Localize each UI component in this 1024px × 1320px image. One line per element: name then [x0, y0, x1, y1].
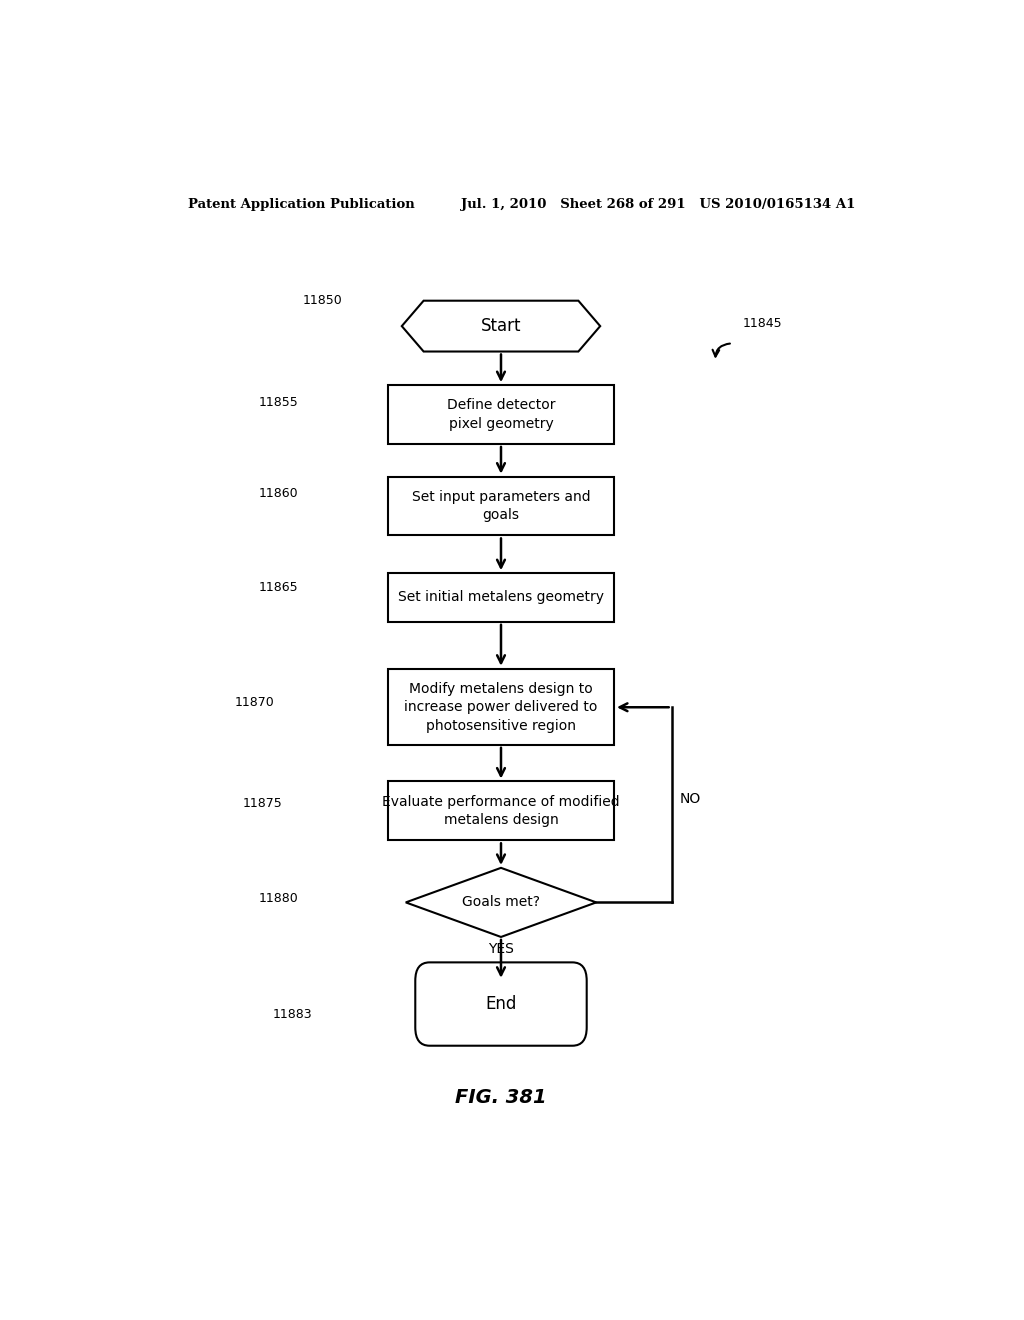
Text: 11870: 11870 — [236, 696, 274, 709]
Text: Start: Start — [480, 317, 521, 335]
FancyBboxPatch shape — [388, 781, 614, 841]
Text: Set initial metalens geometry: Set initial metalens geometry — [398, 590, 604, 605]
FancyBboxPatch shape — [416, 962, 587, 1045]
FancyBboxPatch shape — [388, 573, 614, 622]
FancyBboxPatch shape — [388, 477, 614, 536]
Text: 11865: 11865 — [259, 581, 299, 594]
Text: 11880: 11880 — [259, 892, 299, 904]
Text: 11855: 11855 — [259, 396, 299, 409]
Text: 11875: 11875 — [243, 797, 283, 810]
Polygon shape — [401, 301, 600, 351]
Text: Patent Application Publication: Patent Application Publication — [187, 198, 415, 211]
Text: Define detector
pixel geometry: Define detector pixel geometry — [446, 399, 555, 430]
Polygon shape — [406, 867, 596, 937]
Text: Evaluate performance of modified
metalens design: Evaluate performance of modified metalen… — [382, 795, 620, 828]
Text: NO: NO — [680, 792, 700, 805]
Text: 11850: 11850 — [302, 294, 342, 308]
Text: Jul. 1, 2010   Sheet 268 of 291   US 2010/0165134 A1: Jul. 1, 2010 Sheet 268 of 291 US 2010/01… — [461, 198, 856, 211]
FancyBboxPatch shape — [388, 385, 614, 444]
Text: Modify metalens design to
increase power delivered to
photosensitive region: Modify metalens design to increase power… — [404, 682, 598, 733]
Text: End: End — [485, 995, 517, 1012]
FancyBboxPatch shape — [388, 669, 614, 746]
Text: YES: YES — [488, 942, 514, 956]
Text: Set input parameters and
goals: Set input parameters and goals — [412, 490, 590, 523]
Text: 11845: 11845 — [743, 317, 782, 330]
Text: 11860: 11860 — [259, 487, 299, 500]
Text: FIG. 381: FIG. 381 — [456, 1088, 547, 1107]
Text: 11883: 11883 — [272, 1007, 312, 1020]
Text: Goals met?: Goals met? — [462, 895, 540, 909]
